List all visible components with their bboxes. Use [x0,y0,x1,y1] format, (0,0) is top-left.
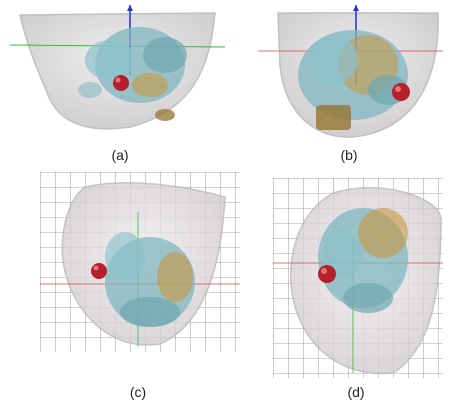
red-sphere [318,265,336,283]
panel-a [10,5,225,135]
red-sphere [392,83,410,101]
tissue-cluster [318,208,408,313]
caption-d: (d) [347,384,365,400]
tissue-cluster [105,232,195,327]
panel-b [258,5,443,140]
axis-arrow [127,5,133,11]
axis-arrow [353,5,359,11]
caption-a: (a) [111,147,129,163]
panel-c [40,172,240,352]
red-sphere [113,75,129,91]
red-sphere [91,263,107,279]
panel-d [273,178,443,378]
panel-d-render [273,178,443,378]
caption-c: (c) [129,384,147,400]
panel-b-render [258,5,443,138]
panel-c-render [40,172,240,352]
caption-b: (b) [340,147,358,163]
panel-a-render [10,5,225,130]
tissue-cluster [298,30,408,130]
